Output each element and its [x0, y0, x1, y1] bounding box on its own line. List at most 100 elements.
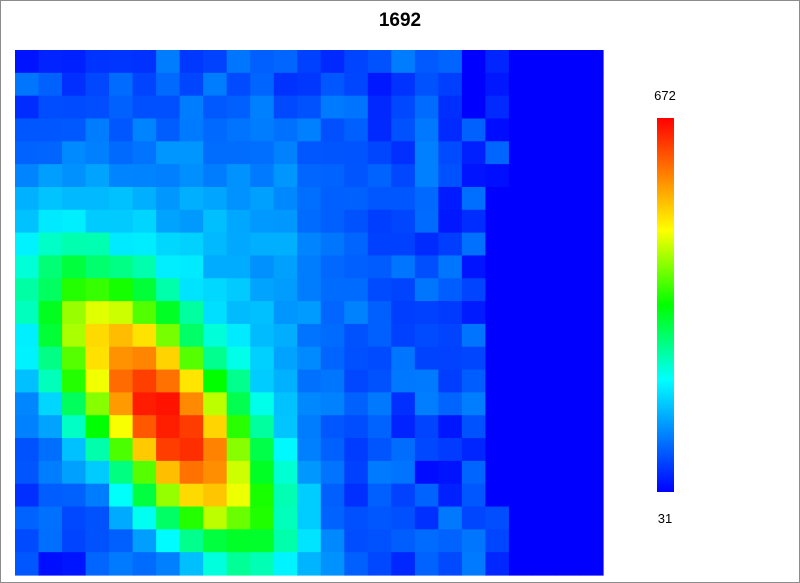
heatmap-cell — [532, 460, 557, 485]
heatmap-cell — [555, 552, 581, 576]
heatmap-cell — [485, 392, 510, 416]
heatmap-cell — [203, 552, 228, 576]
heatmap-cell — [15, 529, 40, 553]
heatmap-cell — [391, 50, 416, 74]
heatmap-cell — [391, 369, 416, 393]
heatmap-cell — [297, 301, 322, 325]
heatmap-cell — [62, 209, 87, 234]
heatmap-cell — [391, 392, 416, 416]
heatmap-cell — [414, 483, 439, 508]
heatmap-cell — [367, 141, 392, 165]
heatmap-cell — [508, 301, 534, 325]
heatmap-cell — [297, 369, 322, 393]
heatmap-cell — [461, 346, 486, 371]
heatmap-cell — [132, 301, 157, 325]
heatmap-cell — [109, 95, 134, 120]
heatmap-cell — [132, 506, 157, 530]
heatmap-cell — [132, 164, 157, 188]
heatmap-cell — [226, 346, 251, 371]
heatmap-cell — [109, 164, 134, 188]
heatmap-cell — [461, 438, 486, 462]
heatmap-cell — [38, 164, 63, 188]
heatmap-cell — [132, 552, 157, 576]
heatmap-cell — [391, 164, 416, 188]
heatmap-cell — [320, 255, 345, 279]
heatmap-cell — [273, 369, 298, 393]
heatmap-cell — [579, 164, 604, 188]
heatmap-cell — [391, 72, 416, 97]
heatmap-cell — [62, 232, 87, 257]
heatmap-cell — [297, 483, 322, 508]
heatmap-cell — [15, 369, 40, 393]
heatmap-cell — [367, 506, 392, 530]
heatmap-cell — [109, 141, 134, 165]
heatmap-cell — [485, 552, 510, 576]
heatmap-cell — [414, 95, 439, 120]
heatmap-cell — [579, 506, 604, 530]
heatmap-cell — [391, 232, 416, 257]
heatmap-cell — [62, 415, 87, 439]
heatmap-cell — [85, 141, 110, 165]
heatmap-cell — [367, 50, 392, 74]
heatmap-cell — [85, 118, 110, 142]
heatmap-cell — [203, 369, 228, 393]
heatmap-cell — [438, 164, 463, 188]
heatmap-cell — [555, 164, 581, 188]
heatmap-cell — [273, 552, 298, 576]
heatmap-cell — [414, 552, 439, 576]
heatmap-cell — [438, 50, 463, 74]
heatmap-cell — [38, 118, 63, 142]
heatmap-cell — [179, 95, 204, 120]
heatmap-cell — [62, 255, 87, 279]
heatmap-cell — [320, 278, 345, 302]
heatmap-cell — [391, 483, 416, 508]
heatmap-cell — [203, 529, 228, 553]
heatmap-cell — [203, 95, 228, 120]
heatmap-cell — [555, 50, 581, 74]
heatmap-cell — [461, 255, 486, 279]
heatmap-cell — [15, 186, 40, 211]
heatmap-cell — [297, 141, 322, 165]
heatmap-cell — [85, 278, 110, 302]
heatmap-cell — [485, 438, 510, 462]
heatmap-cell — [203, 438, 228, 462]
heatmap-cell — [250, 118, 275, 142]
heatmap-cell — [85, 506, 110, 530]
heatmap-cell — [438, 95, 463, 120]
heatmap-cell — [320, 301, 345, 325]
heatmap-cell — [273, 346, 298, 371]
heatmap-cell — [203, 232, 228, 257]
heatmap-cell — [62, 323, 87, 348]
heatmap-cell — [132, 141, 157, 165]
heatmap-cell — [62, 95, 87, 120]
heatmap-cell — [532, 369, 557, 393]
heatmap-cell — [579, 483, 604, 508]
heatmap-cell — [508, 323, 534, 348]
heatmap-cell — [226, 506, 251, 530]
heatmap-cell — [62, 369, 87, 393]
heatmap-cell — [250, 95, 275, 120]
heatmap-cell — [391, 460, 416, 485]
heatmap-cell — [109, 346, 134, 371]
heatmap-cell — [109, 118, 134, 142]
heatmap-cell — [203, 186, 228, 211]
heatmap-cell — [485, 186, 510, 211]
heatmap-cell — [438, 323, 463, 348]
heatmap-cell — [367, 369, 392, 393]
heatmap-cell — [344, 95, 369, 120]
heatmap-cell — [320, 415, 345, 439]
heatmap-cell — [226, 415, 251, 439]
heatmap-cell — [344, 164, 369, 188]
heatmap-cell — [320, 95, 345, 120]
heatmap-cell — [579, 301, 604, 325]
heatmap-cell — [579, 232, 604, 257]
heatmap-cell — [250, 483, 275, 508]
heatmap-cell — [579, 438, 604, 462]
heatmap-cell — [367, 232, 392, 257]
heatmap-cell — [179, 415, 204, 439]
heatmap-cell — [297, 186, 322, 211]
heatmap-cell — [508, 529, 534, 553]
heatmap-cell — [109, 72, 134, 97]
heatmap-cell — [532, 95, 557, 120]
heatmap-cell — [438, 141, 463, 165]
